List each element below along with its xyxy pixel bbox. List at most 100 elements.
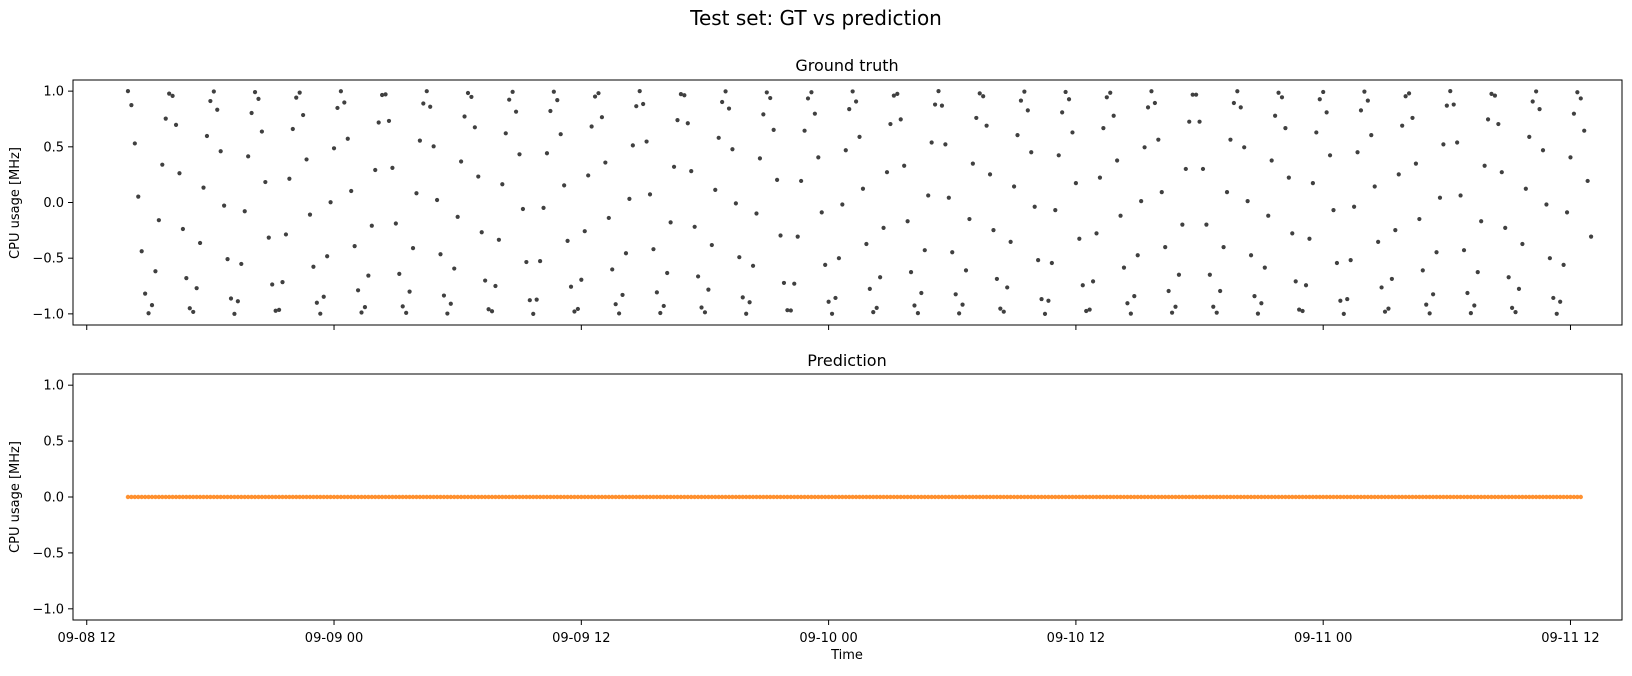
data-point [908,270,914,275]
data-point [809,494,814,500]
data-point [245,494,251,500]
data-point [1465,494,1470,500]
data-point [1382,309,1388,314]
data-point [1547,494,1553,500]
data-point [1101,494,1106,500]
data-point [1530,99,1535,104]
data-point [153,269,158,274]
data-point [524,259,529,265]
data-point [1496,494,1501,500]
data-point [1406,91,1412,96]
data-point [1417,494,1422,500]
y-tick-label: 0.5 [43,435,64,450]
data-point [1362,494,1367,500]
data-point [125,494,131,500]
data-point [582,494,587,500]
data-point [713,494,718,500]
data-point [836,256,842,261]
data-point [1242,494,1247,500]
data-point [627,196,632,201]
data-point [1537,107,1542,112]
data-point [170,494,175,500]
data-point [222,203,227,208]
data-point [637,494,642,500]
data-point [445,494,450,500]
data-point [318,494,323,500]
data-point [572,309,577,314]
data-point [874,494,879,500]
data-point [1297,307,1302,312]
data-point [270,494,275,500]
data-point [369,494,375,500]
data-point [1406,494,1412,500]
data-point [1420,268,1425,273]
data-point [575,306,580,312]
data-point [452,494,457,500]
ground-truth-title: Ground truth [795,56,898,75]
data-point [764,494,769,500]
data-point [1197,494,1202,500]
data-point [702,494,708,500]
data-point [1163,245,1168,250]
data-point [812,494,818,500]
data-point [778,233,783,238]
data-point [1204,494,1209,500]
data-point [1214,494,1219,500]
data-point [654,290,659,295]
data-point [716,135,721,140]
data-point [1073,494,1079,500]
data-point [1396,172,1401,177]
y-tick-label: −0.5 [32,252,64,267]
data-point [1235,494,1240,500]
data-point [1056,153,1061,158]
data-point [1427,494,1432,500]
data-point [297,90,302,95]
data-point [1551,494,1556,500]
data-point [1138,494,1144,500]
data-point [393,494,399,500]
data-point [1183,166,1188,172]
data-point [1262,265,1267,270]
data-point [795,234,800,239]
data-point [778,494,783,500]
data-point [1379,494,1384,500]
data-point [1005,285,1010,290]
data-point [1561,494,1566,500]
data-point [1509,494,1515,500]
data-point [197,240,203,246]
data-point [1376,239,1381,245]
data-point [1372,494,1377,500]
data-point [1396,494,1401,500]
data-point [434,494,440,500]
data-point [1537,494,1542,500]
x-tick-label: 09-10 00 [799,631,857,646]
data-point [455,494,460,500]
data-point [634,104,639,109]
data-point [1303,283,1309,288]
data-point [998,494,1003,500]
data-point [1245,198,1250,204]
data-point [1286,494,1292,500]
data-point [963,494,969,500]
data-point [740,295,745,300]
data-point [822,494,828,500]
data-point [139,494,144,500]
data-point [379,494,385,500]
data-point [263,494,268,500]
data-point [297,494,302,500]
data-point [469,494,474,500]
data-point [1018,494,1024,500]
data-point [781,280,787,286]
data-point [266,494,271,500]
data-point [1121,494,1127,500]
data-point [1097,494,1103,500]
data-point [235,494,241,500]
data-point [730,494,735,500]
data-point [417,494,423,500]
data-point [191,494,196,500]
data-point [421,101,426,106]
data-point [853,99,859,104]
data-point [507,97,512,102]
data-point [506,494,512,500]
data-point [256,96,261,101]
